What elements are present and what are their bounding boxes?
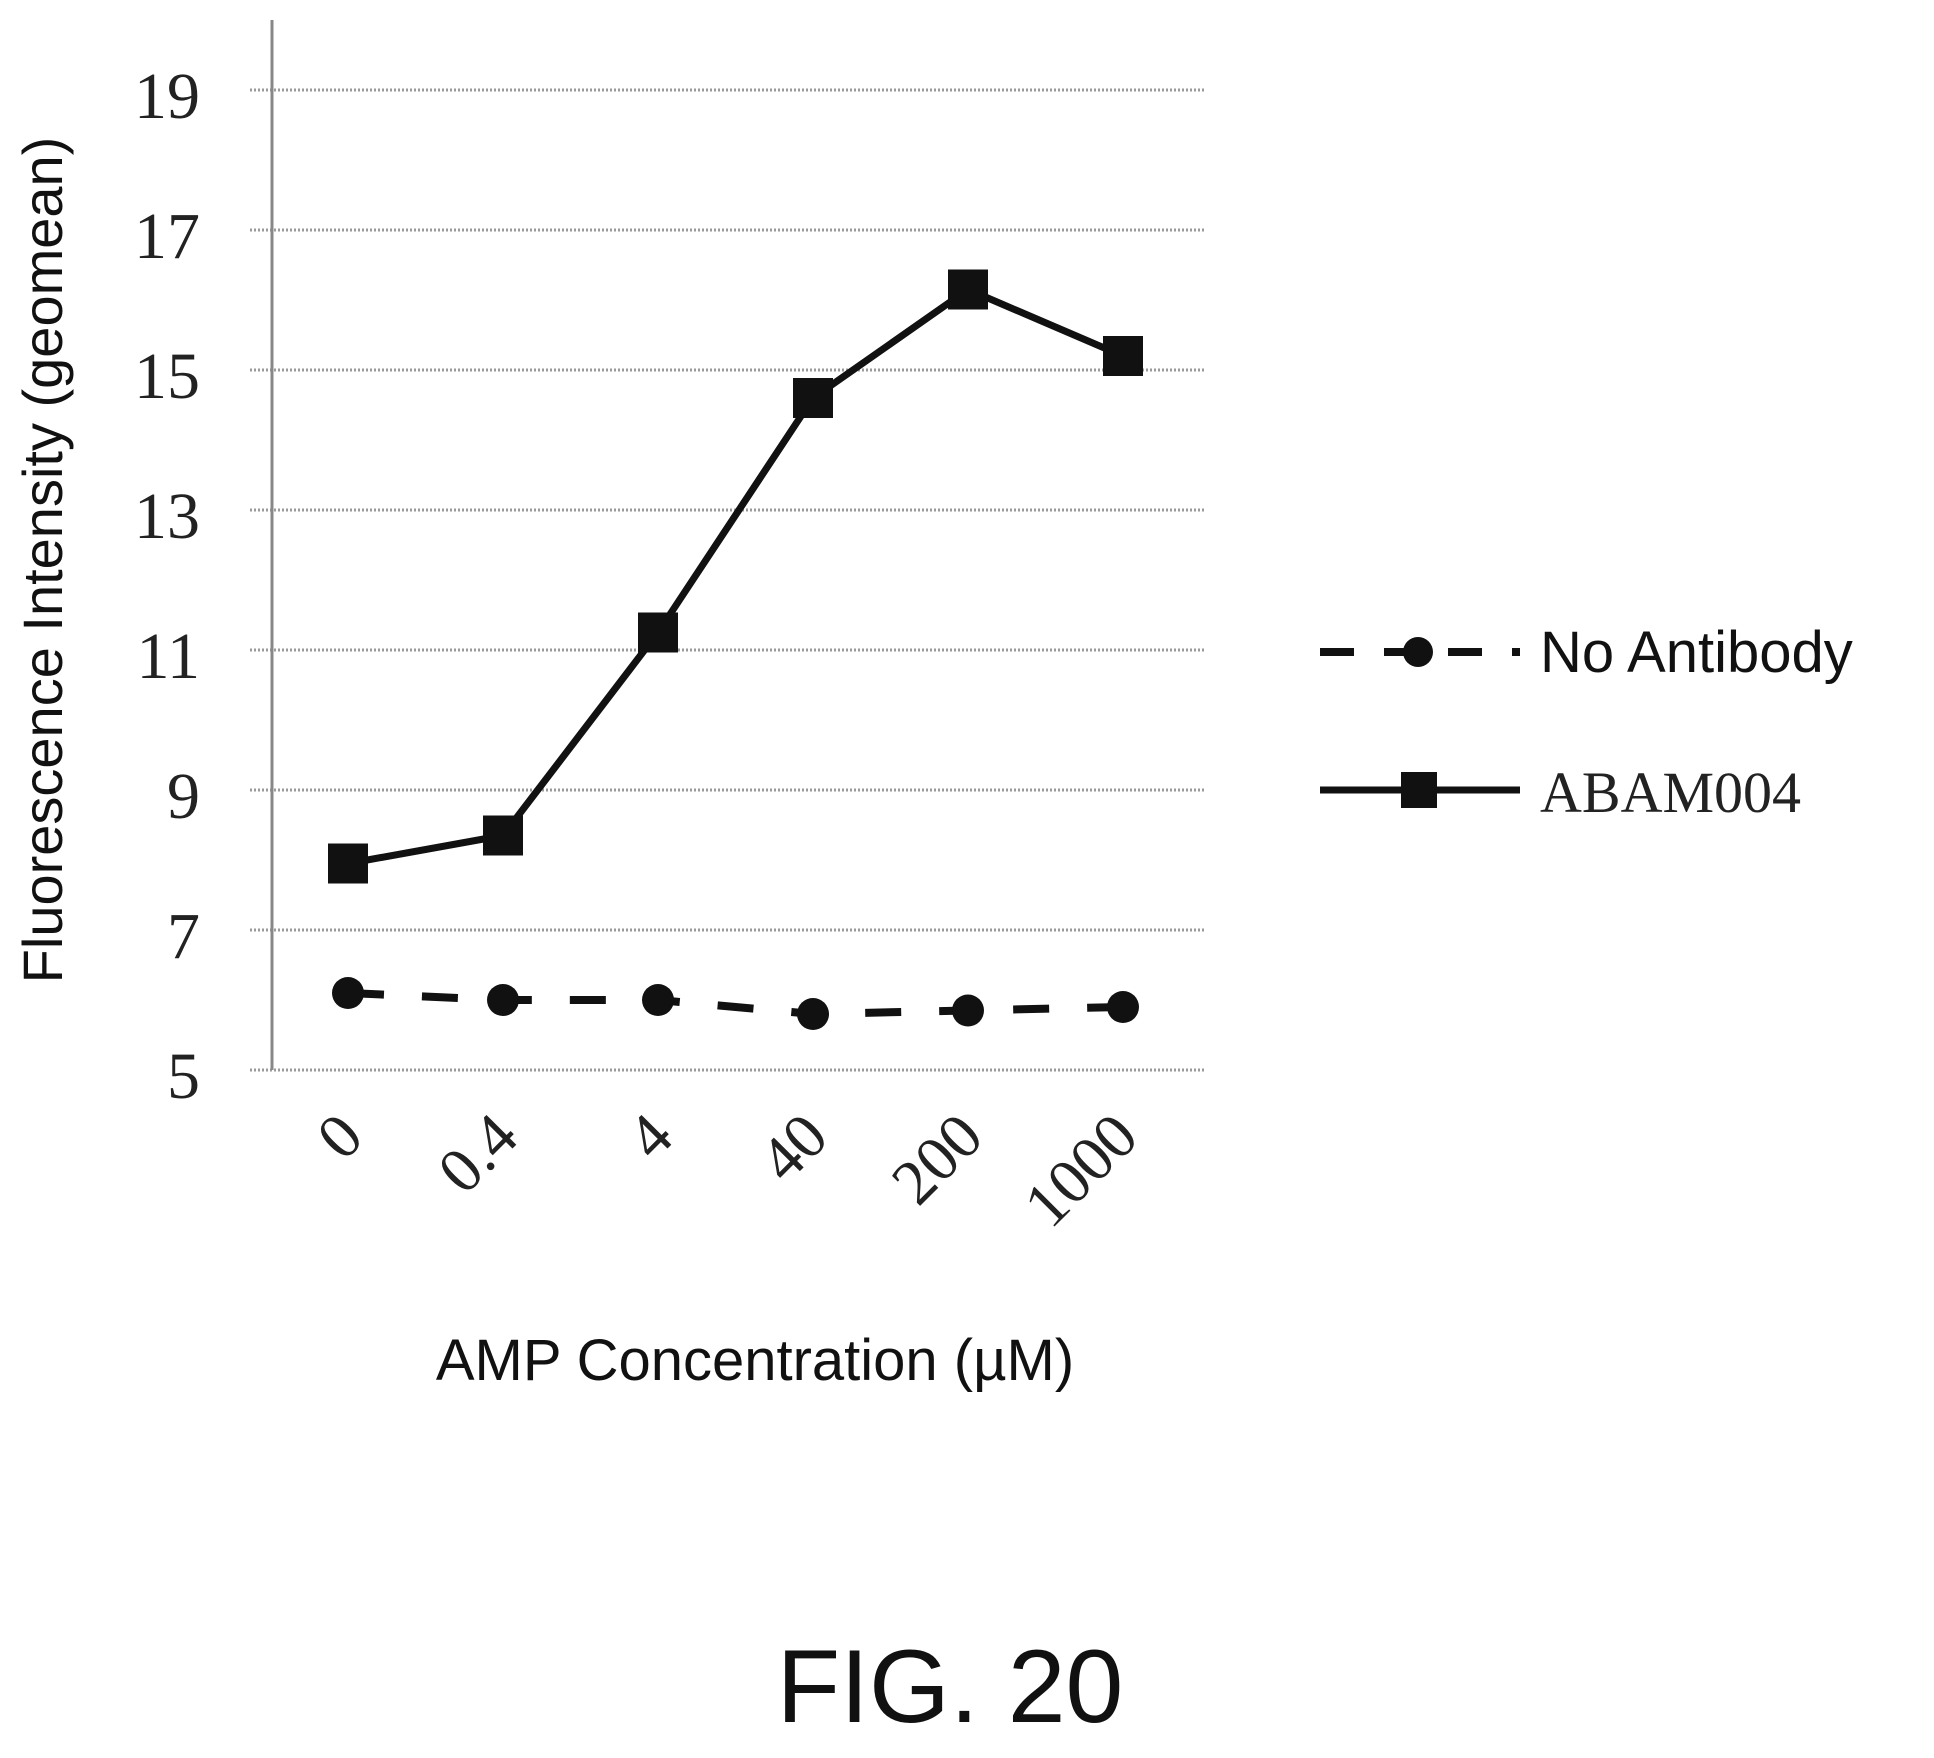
x-tick-label-0.4: 0.4 <box>424 1100 531 1207</box>
legend-item-abam004: ABAM004 <box>1320 760 1801 825</box>
data-point-no-antibody-0 <box>332 977 364 1009</box>
y-tick-label-13: 13 <box>134 480 200 553</box>
figure-label: FIG. 20 <box>777 1629 1124 1745</box>
data-point-no-antibody-200 <box>952 994 984 1027</box>
series-line-no-antibody <box>347 989 1124 1018</box>
legend-item-no-antibody: No Antibody <box>1320 620 1853 685</box>
series-no-antibody <box>332 977 1139 1030</box>
legend-marker-abam004 <box>1401 772 1437 808</box>
data-point-no-antibody-40 <box>797 998 829 1030</box>
x-tick-labels: 0 0.4 4 40 200 1000 <box>303 1100 1151 1241</box>
legend-label-abam004: ABAM004 <box>1540 760 1801 825</box>
y-tick-label-15: 15 <box>134 340 200 413</box>
x-tick-label-1000: 1000 <box>1010 1100 1151 1241</box>
y-tick-labels: 5 7 9 11 13 15 17 19 <box>134 60 200 1113</box>
y-axis-label: Fluorescence Intensity (geomean) <box>11 137 74 984</box>
legend-marker-no-antibody <box>1403 637 1433 667</box>
series-abam004 <box>328 269 1143 884</box>
x-tick-label-40: 40 <box>745 1100 840 1195</box>
data-point-no-antibody-0.4 <box>487 984 519 1016</box>
series-line-abam004 <box>347 286 1125 867</box>
data-point-no-antibody-1000 <box>1107 991 1139 1023</box>
series-group <box>328 269 1143 1030</box>
x-tick-label-0: 0 <box>303 1100 376 1173</box>
data-point-abam004-1000 <box>1103 336 1143 376</box>
y-tick-label-11: 11 <box>136 620 200 693</box>
legend-label-no-antibody: No Antibody <box>1540 620 1853 685</box>
y-tick-label-19: 19 <box>134 60 200 133</box>
x-tick-label-4: 4 <box>613 1100 686 1173</box>
data-point-abam004-4 <box>638 612 678 653</box>
y-tick-label-7: 7 <box>167 900 200 973</box>
y-tick-label-9: 9 <box>167 760 200 833</box>
data-point-abam004-0.4 <box>483 815 523 856</box>
x-tick-label-200: 200 <box>878 1100 996 1218</box>
y-tick-label-17: 17 <box>134 200 200 273</box>
x-axis-label: AMP Concentration (µM) <box>436 1328 1074 1393</box>
data-point-abam004-200 <box>948 269 988 310</box>
legend: No Antibody ABAM004 <box>1320 620 1853 825</box>
y-tick-label-5: 5 <box>167 1040 200 1113</box>
data-point-no-antibody-4 <box>642 984 674 1016</box>
grid-lines <box>250 88 1205 1072</box>
data-point-abam004-0 <box>328 843 368 884</box>
data-point-abam004-40 <box>793 378 833 418</box>
